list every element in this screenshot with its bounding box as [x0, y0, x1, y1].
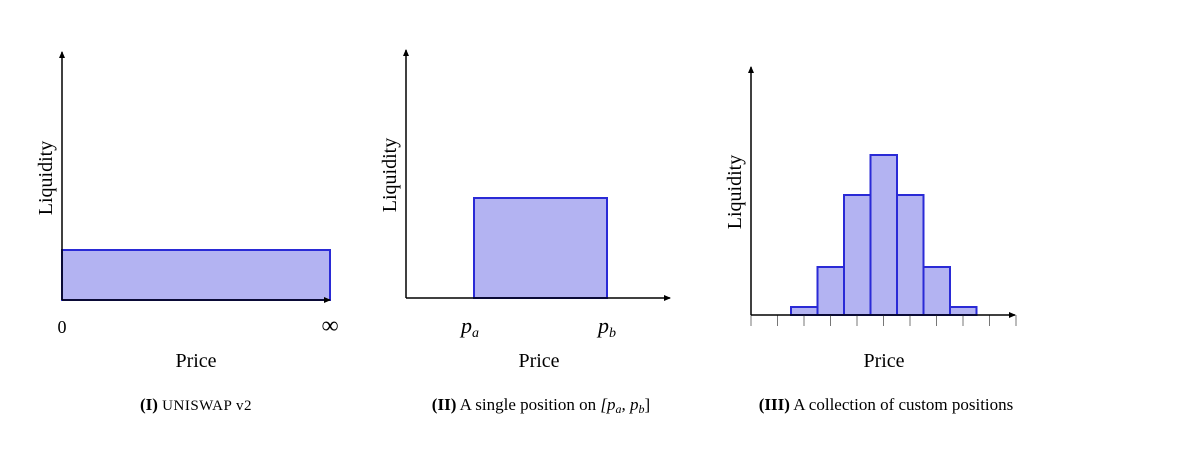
x-axis-label: Price — [518, 350, 559, 372]
y-axis-label: Liquidity — [724, 155, 746, 229]
histogram-bar — [843, 194, 872, 316]
y-axis-label: Liquidity — [379, 138, 401, 212]
histogram-bar — [949, 306, 978, 316]
histogram-bars — [790, 154, 978, 316]
x-ticks — [750, 315, 1017, 326]
panel-custom-positions: Liquidity Price (III) A collection of cu… — [724, 66, 1017, 414]
histogram-bar — [922, 266, 951, 316]
histogram-bar — [790, 306, 819, 316]
caption: (II) A single position on [pa, pb] — [432, 395, 650, 416]
position-rect — [473, 197, 608, 299]
panel-uniswap-v2: Liquidity 0 ∞ Price (I) UNISWAP v2 — [35, 51, 339, 414]
tick-label-pb: pb — [596, 313, 616, 341]
liquidity-area — [61, 249, 331, 301]
y-axis-label: Liquidity — [35, 141, 57, 215]
caption: (III) A collection of custom positions — [759, 395, 1014, 414]
tick-label-infinity: ∞ — [321, 313, 338, 339]
tick-label-zero: 0 — [58, 317, 67, 337]
histogram-bar — [816, 266, 845, 316]
histogram-bar — [896, 194, 925, 316]
caption: (I) UNISWAP v2 — [140, 395, 252, 414]
histogram-bar — [869, 154, 898, 316]
tick-label-pa: pa — [459, 313, 479, 341]
panel-single-position: Liquidity pa pb Price (II) A single posi… — [379, 49, 671, 416]
x-axis-label: Price — [175, 350, 216, 372]
x-axis-label: Price — [863, 350, 904, 372]
